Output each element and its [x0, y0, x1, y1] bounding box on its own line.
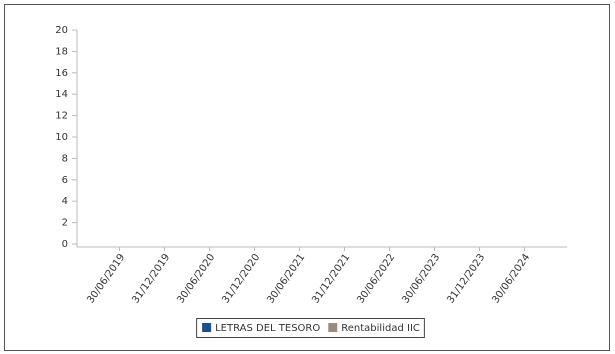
legend: LETRAS DEL TESORO Rentabilidad IIC — [196, 318, 425, 338]
y-tick-label: 18 — [55, 46, 68, 57]
y-tick-label: 8 — [62, 153, 68, 164]
y-tick-label: 20 — [55, 25, 68, 36]
y-tick-label: 14 — [55, 89, 68, 100]
legend-label: Rentabilidad IIC — [341, 323, 420, 334]
y-tick-label: 16 — [55, 68, 68, 79]
legend-swatch — [202, 323, 212, 332]
y-tick-label: 2 — [62, 218, 68, 229]
y-tick-label: 0 — [62, 239, 68, 250]
legend-swatch — [328, 323, 338, 332]
y-tick-label: 6 — [62, 175, 68, 186]
chart-frame — [4, 4, 610, 351]
y-tick-label: 4 — [62, 196, 68, 207]
y-tick-label: 10 — [55, 132, 68, 143]
legend-label: LETRAS DEL TESORO — [215, 323, 320, 334]
y-tick-label: 12 — [55, 111, 68, 122]
legend-box — [196, 318, 425, 338]
